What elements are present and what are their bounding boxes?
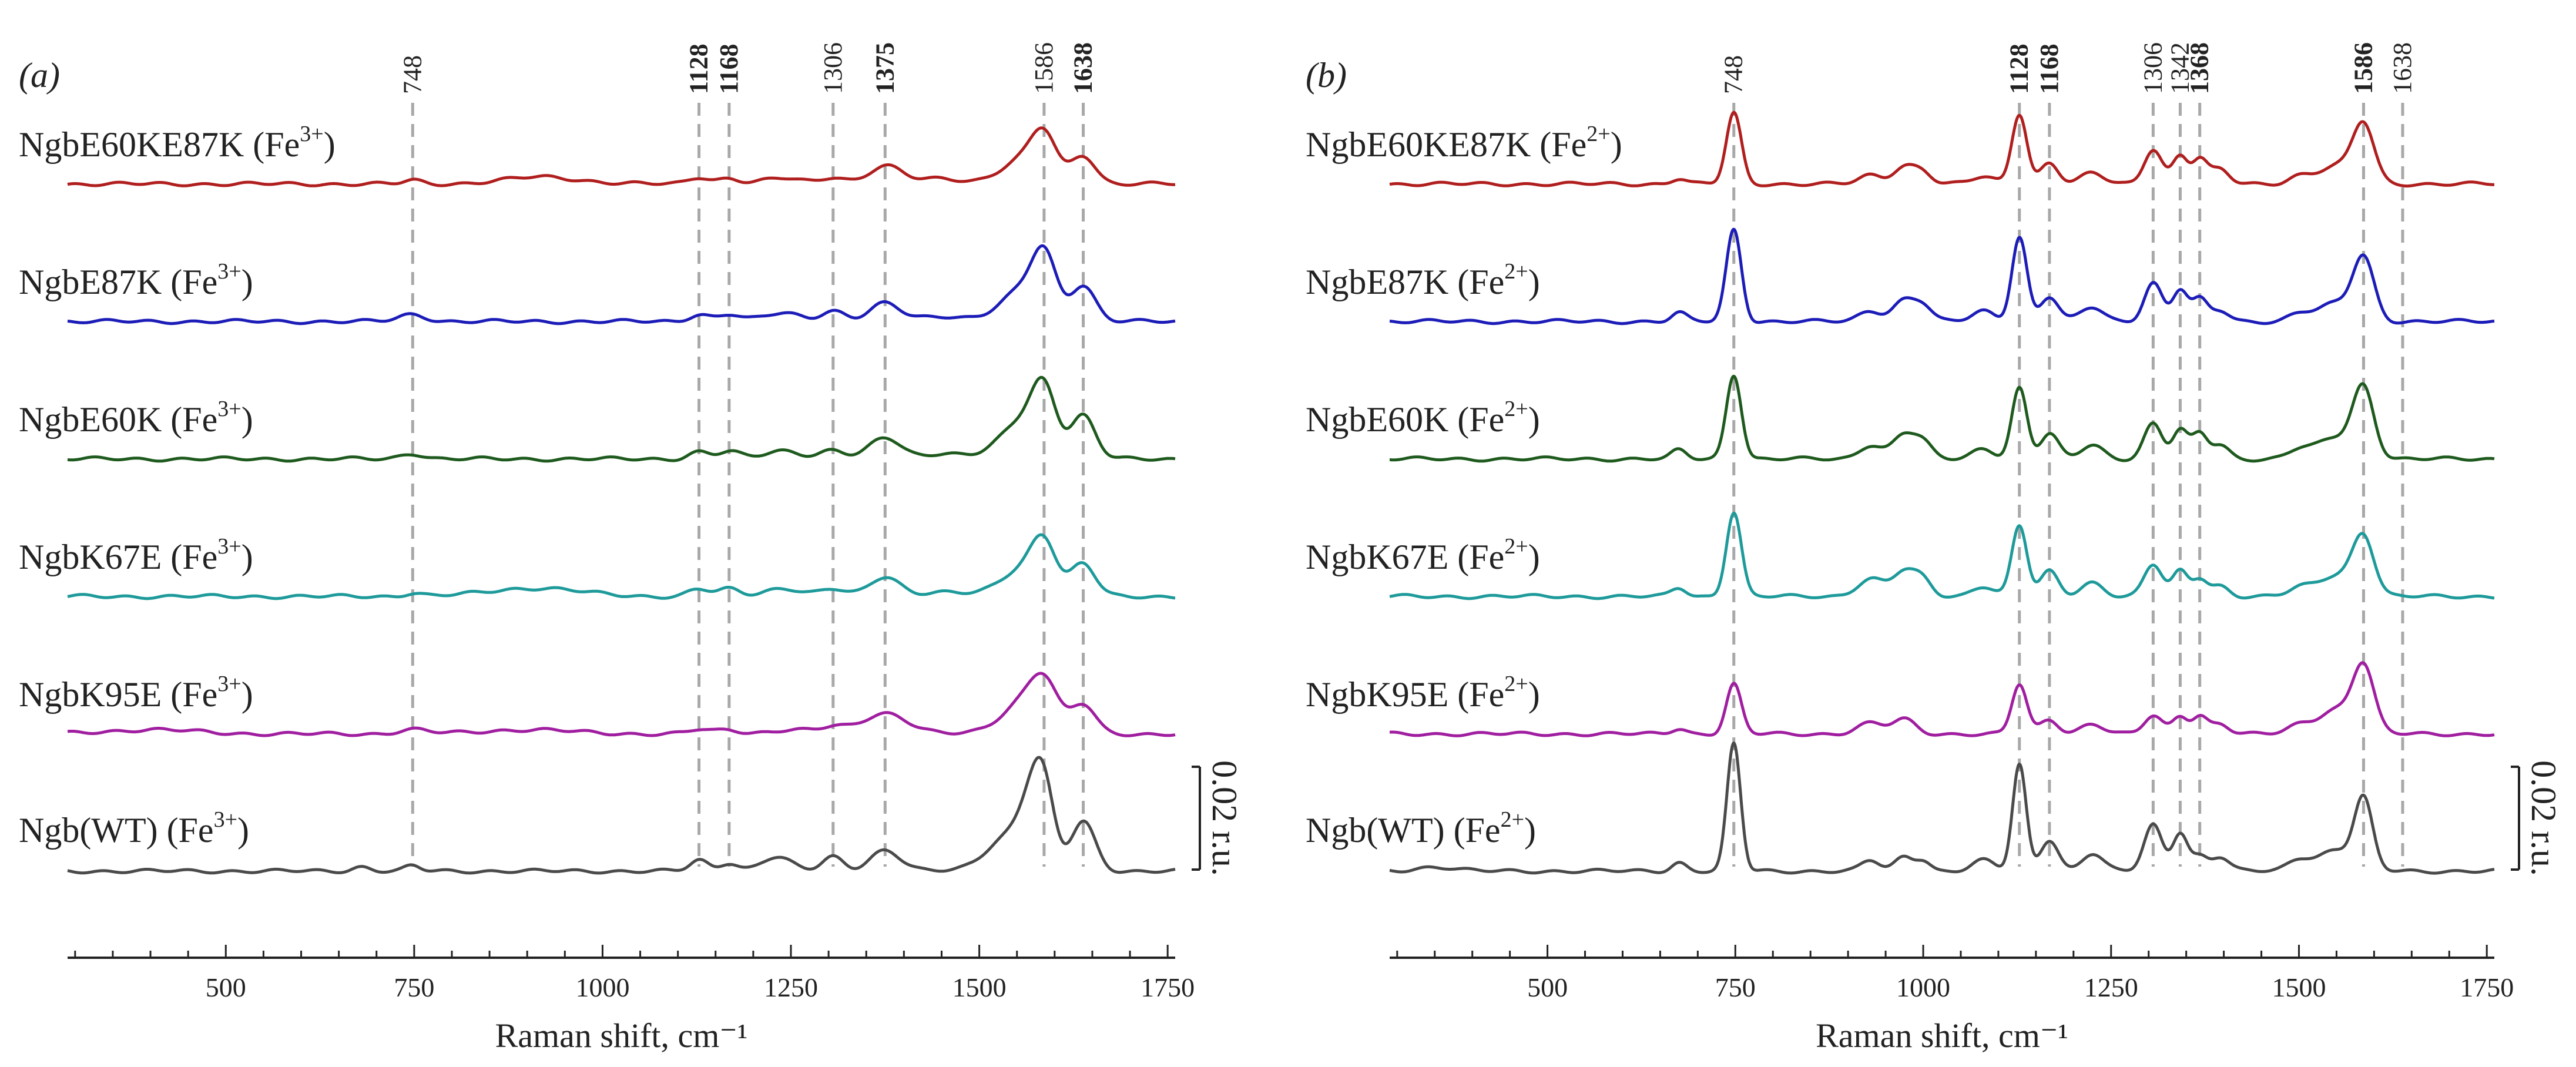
x-axis-title: Raman shift, cm⁻¹ [495,1016,748,1055]
peak-label-1586: 1586 [1029,42,1058,94]
x-tick-label: 1250 [764,972,818,1002]
spectrum-line [66,126,1176,187]
series-label: Ngb(WT) (Fe3+) [19,807,249,850]
peak-label-1306: 1306 [819,42,847,94]
peak-label-1638: 1638 [2388,42,2417,94]
scale-bar-label: 0.02 r.u. [1205,760,1244,876]
series-label: NgbE60K (Fe3+) [19,397,253,439]
peak-label-1306: 1306 [2138,42,2167,94]
series-label: NgbE87K (Fe2+) [1306,259,1540,301]
x-tick-label: 1000 [1896,972,1950,1002]
x-tick-label: 1500 [952,972,1007,1002]
spectrum-line [66,672,1176,737]
series-label: NgbE60K (Fe2+) [1306,397,1540,439]
peak-label-1375: 1375 [870,42,899,94]
x-tick-label: 750 [394,972,434,1002]
series-label: NgbK95E (Fe3+) [19,672,253,714]
panel-label: (a) [19,56,60,95]
x-axis-title: Raman shift, cm⁻¹ [1816,1016,2068,1055]
series-label: NgbK95E (Fe2+) [1306,672,1540,714]
x-tick-label: 500 [206,972,246,1002]
panel-a: (a) 748 1128 1168 1306 1375 1586 1638 NgbE60KE87… [19,42,1244,1055]
x-tick-label: 750 [1715,972,1756,1002]
peak-label-1168: 1168 [715,43,743,94]
peak-label-748: 748 [398,55,427,94]
series-label: NgbE60KE87K (Fe2+) [1306,122,1622,164]
panel-label: (b) [1306,56,1347,95]
scale-bar-label: 0.02 r.u. [2524,760,2563,876]
spectrum-line [66,375,1176,463]
peak-label-1368: 1368 [2185,42,2214,94]
spectrum-line [1388,374,2496,463]
peak-label-1342: 1342 [2165,42,2194,94]
series-label: Ngb(WT) (Fe2+) [1306,807,1536,850]
x-tick-label: 1000 [575,972,629,1002]
x-tick-label: 1500 [2272,972,2326,1002]
peak-label-748: 748 [1719,55,1748,94]
spectrum-line [66,533,1176,600]
spectrum-line [66,756,1176,875]
spectrum-line [1388,661,2496,737]
series-label: NgbK67E (Fe3+) [19,534,253,576]
spectrum-line [1388,110,2496,188]
series-label: NgbE60KE87K (Fe3+) [19,122,336,164]
spectrum-line [66,244,1176,326]
peak-label-1168: 1168 [2035,43,2064,94]
x-tick-label: 500 [1527,972,1568,1002]
peak-label-1128: 1128 [685,43,713,94]
x-tick-label: 1250 [2084,972,2138,1002]
spectrum-line [1388,227,2496,326]
x-tick-label: 1750 [2460,972,2514,1002]
peak-label-1586: 1586 [2349,42,2377,94]
peak-label-1638: 1638 [1069,42,1098,94]
series-label: NgbE87K (Fe3+) [19,259,253,301]
spectrum-line [1388,511,2496,600]
series-label: NgbK67E (Fe2+) [1306,534,1540,576]
peak-label-1128: 1128 [2005,43,2034,94]
x-tick-label: 1750 [1141,972,1195,1002]
spectrum-line [1388,741,2496,875]
